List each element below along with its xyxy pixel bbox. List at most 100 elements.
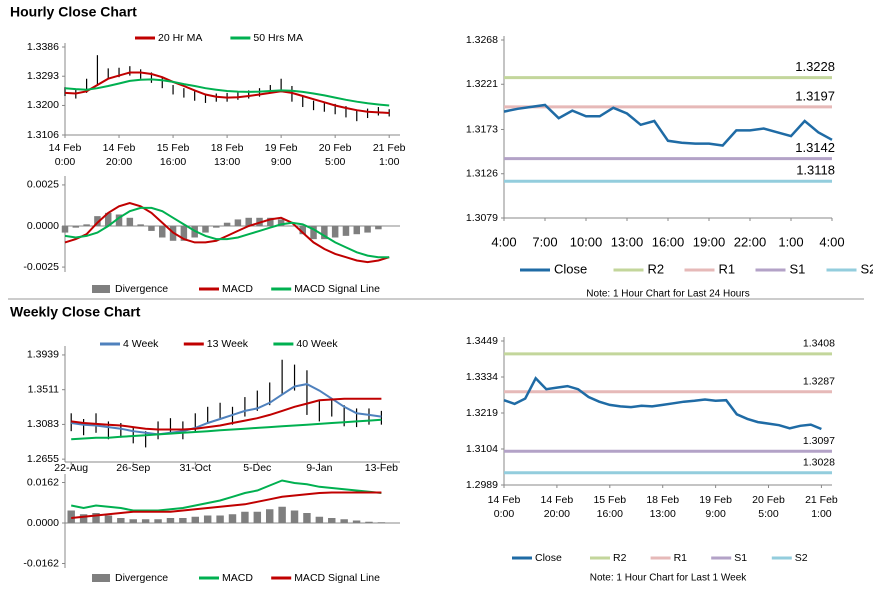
legend-label: R1 [719,261,736,276]
level-label: 1.3228 [795,59,835,74]
x-tick-label: 21 Feb [805,494,838,506]
divergence-bar [364,226,371,233]
divergence-bar [267,217,274,226]
x-tick-label: 4:00 [491,234,516,249]
x-tick-label: 20:00 [106,156,132,168]
x-tick-label: 20:00 [544,508,570,520]
divergence-bar [277,219,285,226]
series-line [503,376,822,431]
y-tick-label: 1.3079 [466,212,498,224]
y-tick-label: 1.3106 [27,129,59,141]
legend-label: 13 Week [207,338,249,350]
y-tick-label: 1.3511 [28,383,59,395]
divergence-bar [104,212,112,226]
divergence-bar [202,226,209,233]
divergence-bar [94,216,101,226]
legend-label: R2 [613,552,627,564]
legend-swatch [92,285,110,293]
divergence-bar [299,226,306,235]
x-tick-label: 13:00 [650,508,676,520]
y-tick-label: 1.3104 [466,443,498,455]
series-line [71,479,382,512]
series-line [503,103,833,147]
level-label: 1.3097 [803,435,835,447]
divergence-bar [241,511,249,523]
legend-label: 4 Week [123,338,159,350]
x-tick-label: 14 Feb [103,142,136,154]
divergence-bar [117,518,125,523]
x-tick-label: 4:00 [819,234,844,249]
x-tick-label: 5:00 [758,508,779,520]
legend-label: Close [554,261,587,276]
y-tick-label: 1.2989 [466,479,498,491]
series-line [64,201,390,264]
divergence-bar [375,226,382,230]
legend-label: R2 [648,261,665,276]
divergence-bar [328,518,336,523]
x-tick-label: 13-Feb [365,462,398,474]
series-line [64,206,390,259]
x-tick-label: 5:00 [325,156,346,168]
divergence-bar [72,226,80,228]
level-label: 1.3408 [803,338,835,350]
divergence-bar [228,514,237,523]
x-tick-label: 9:00 [271,156,292,168]
series-line [64,78,390,107]
legend-label: MACD [222,572,253,584]
y-tick-label: 1.3939 [27,349,59,361]
legend-label: MACD Signal Line [294,283,380,295]
x-tick-label: 18 Feb [211,142,244,154]
y-tick-label: 1.3173 [466,123,498,135]
x-tick-label: 31-Oct [180,462,212,474]
x-tick-label: 20 Feb [319,142,352,154]
x-tick-label: 14 Feb [541,494,574,506]
divergence-bar [321,226,328,240]
legend-label: MACD Signal Line [294,572,380,584]
x-tick-label: 16:00 [597,508,623,520]
legend-label: 50 Hrs MA [253,32,303,44]
legend-label: Divergence [115,572,168,584]
x-tick-label: 1:00 [778,234,803,249]
x-tick-label: 14 Feb [488,494,521,506]
x-tick-label: 16:00 [652,234,685,249]
legend-label: MACD [222,283,253,295]
divergence-bar [342,226,350,236]
x-tick-label: 0:00 [55,156,76,168]
x-tick-label: 9-Jan [306,462,332,474]
x-tick-label: 1:00 [811,508,832,520]
level-label: 1.3197 [795,88,835,103]
y-tick-label: -0.0025 [23,261,59,273]
legend-label: Divergence [115,283,168,295]
divergence-bar [352,520,361,523]
level-label: 1.3028 [803,457,835,469]
legend-label: R1 [674,552,688,564]
section-title: Weekly Close Chart [10,304,141,320]
y-tick-label: -0.0162 [23,557,59,569]
legend-swatch [92,574,110,582]
x-tick-label: 19 Feb [699,494,732,506]
divergence-bar [266,509,274,523]
y-tick-label: 1.3219 [466,407,498,419]
series-line [71,491,382,519]
series-line [64,71,390,114]
divergence-bar [253,511,262,523]
x-tick-label: 1:00 [379,156,400,168]
divergence-bar [61,226,69,233]
legend-label: 40 Week [296,338,338,350]
x-tick-label: 19:00 [693,234,726,249]
divergence-bar [79,514,88,523]
x-tick-label: 0:00 [494,508,515,520]
divergence-bar [126,217,134,226]
legend-label: S2 [795,552,808,564]
x-tick-label: 15 Feb [593,494,626,506]
divergence-bar [166,518,175,523]
x-tick-label: 5-Dec [243,462,271,474]
divergence-bar [137,224,144,226]
y-tick-label: 1.3221 [466,78,498,90]
x-tick-label: 15 Feb [157,142,190,154]
series-line [71,418,382,441]
x-tick-label: 20 Feb [752,494,785,506]
level-label: 1.3287 [803,375,835,387]
divergence-bar [216,515,224,523]
legend-label: S2 [861,261,873,276]
